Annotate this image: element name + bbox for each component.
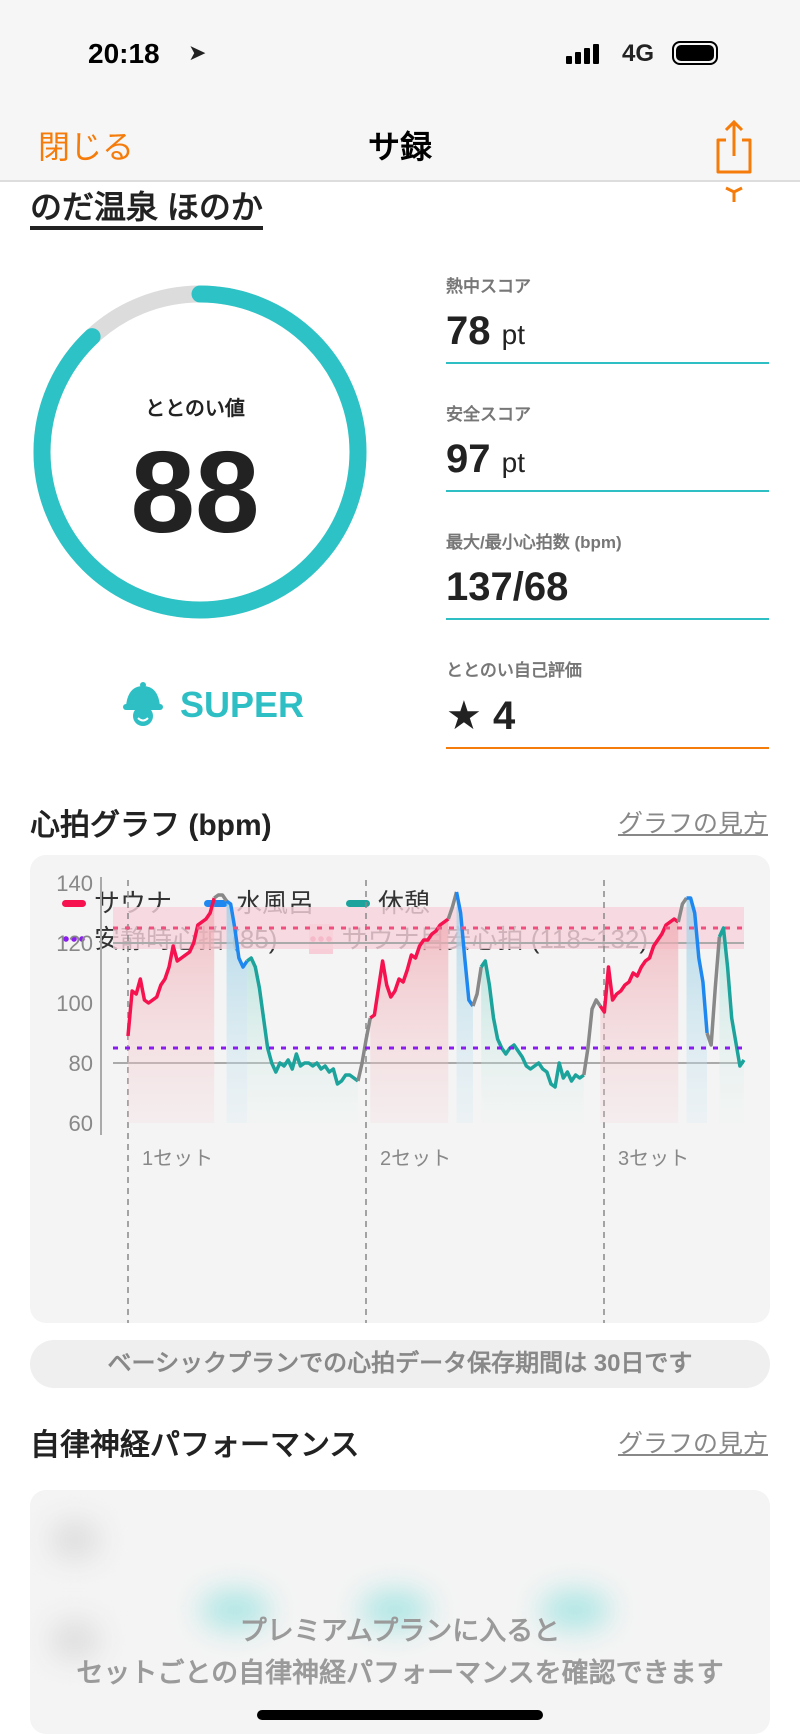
metric-unit: pt: [501, 447, 525, 478]
premium-line-1: プレミアムプランに入ると: [239, 1616, 561, 1646]
transition-line: [356, 1017, 373, 1082]
metric-unit: pt: [501, 319, 525, 350]
cold-area: [456, 892, 473, 1123]
cold-line: [686, 896, 709, 1034]
transition-line: [471, 966, 483, 1007]
signal-icon: [566, 44, 599, 64]
clock: 20:18: [88, 38, 160, 69]
cold-area: [686, 898, 708, 1123]
metric-value: 97 pt: [446, 437, 769, 492]
metric-3[interactable]: ととのい自己評価 ★ 4: [446, 656, 769, 749]
metric-label: 安全スコア: [446, 405, 531, 424]
metric-0: 熱中スコア 78 pt: [446, 272, 769, 364]
metric-number: 78: [446, 309, 491, 353]
rank-label: SUPER: [180, 684, 305, 725]
heart-graph-card: サウナ 水風呂 休憩 安静時心拍 (85) サウナ目安心拍 (118~132) …: [30, 855, 770, 1323]
cold-line: [225, 899, 249, 969]
legend-sauna-swatch: [62, 899, 86, 907]
cold-area: [226, 901, 248, 1123]
totonoi-label: ととのい値: [145, 398, 245, 420]
status-bar: 20:18 ➤ 4G: [0, 0, 800, 100]
transition-line: [705, 936, 722, 1047]
totonoi-gauge: [33, 285, 367, 619]
metric-2: 最大/最小心拍数 (bpm) 137/68: [446, 528, 769, 620]
retention-note: ベーシックプランでの心拍データ保存期間は 30日です: [30, 1340, 770, 1388]
heart-graph-help-link[interactable]: グラフの見方: [617, 810, 768, 838]
metric-number: 137/68: [446, 565, 569, 609]
totonoi-value: 88: [130, 427, 260, 557]
set-label: 1セット: [142, 1148, 213, 1170]
transition-line: [213, 893, 229, 902]
rank-badge: SUPER: [120, 682, 304, 728]
sauna-area: [128, 898, 215, 1123]
autonomic-title: 自律神経パフォーマンス: [30, 1429, 360, 1462]
y-tick-label: 80: [69, 1051, 93, 1076]
metric-value: 78 pt: [446, 309, 769, 364]
close-button[interactable]: 閉じる: [38, 129, 135, 165]
facility-name[interactable]: のだ温泉 ほのか: [30, 188, 263, 230]
transition-line: [582, 998, 602, 1076]
sauna-area: [370, 919, 449, 1123]
rest-line: [479, 959, 585, 1089]
metric-value: 137/68: [446, 565, 769, 620]
metric-label: 熱中スコア: [446, 277, 531, 296]
battery-icon: [672, 41, 718, 65]
metric-value: ★ 4: [446, 693, 769, 749]
page-title: サ録: [367, 129, 432, 165]
sauna-hat-icon: [123, 682, 163, 726]
legend-cold-swatch: [204, 899, 229, 907]
rest-line: [246, 956, 360, 1086]
transition-line: [676, 897, 688, 923]
y-tick-label: 60: [69, 1111, 93, 1136]
metric-number: 97: [446, 437, 491, 481]
rest-area: [247, 958, 358, 1123]
metric-number: ★ 4: [446, 694, 516, 738]
nav-bar: 閉じる サ録: [0, 100, 800, 182]
rest-line: [717, 926, 746, 1068]
metric-label: 最大/最小心拍数 (bpm): [446, 533, 622, 552]
transition-line: [446, 891, 459, 920]
share-icon[interactable]: [712, 118, 756, 202]
sauna-line: [126, 897, 216, 1037]
heart-graph-title: 心拍グラフ (bpm): [30, 809, 272, 842]
legend-resting-swatch: [62, 936, 86, 942]
metric-label: ととのい自己評価: [446, 661, 582, 680]
location-arrow-icon: ➤: [188, 40, 207, 65]
autonomic-locked-preview: [30, 1490, 770, 1734]
home-indicator[interactable]: [257, 1710, 543, 1720]
y-tick-label: 120: [56, 931, 93, 956]
sauna-area: [600, 919, 679, 1123]
premium-upsell[interactable]: プレミアムプランに入ると セットごとの自律神経パフォーマンスを確認できます: [0, 1610, 800, 1694]
set-label: 2セット: [380, 1148, 451, 1170]
metric-1: 安全スコア 97 pt: [446, 400, 769, 492]
legend-rest-swatch: [346, 899, 371, 907]
sauna-line: [369, 917, 450, 1020]
network-type: 4G: [622, 40, 655, 67]
cold-line: [454, 891, 475, 1007]
y-tick-label: 140: [56, 871, 93, 896]
heart-rate-chart: 140 120 100 80 60 1セット 2セット 3セット: [56, 871, 746, 1323]
set-label: 3セット: [618, 1148, 689, 1170]
premium-line-2: セットごとの自律神経パフォーマンスを確認できます: [76, 1658, 724, 1688]
rest-area: [481, 961, 584, 1123]
y-tick-label: 100: [56, 991, 93, 1016]
gauge-fill: [33, 285, 367, 619]
autonomic-help-link[interactable]: グラフの見方: [617, 1430, 768, 1458]
